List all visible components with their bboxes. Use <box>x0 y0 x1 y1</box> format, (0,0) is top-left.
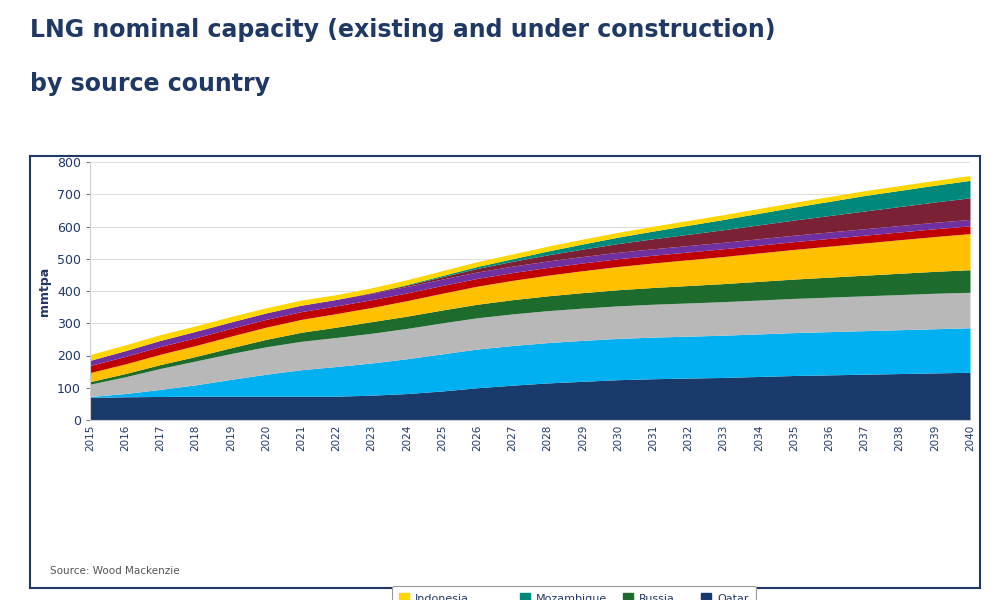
Text: LNG nominal capacity (existing and under construction): LNG nominal capacity (existing and under… <box>30 18 776 42</box>
Text: Source: Wood Mackenzie: Source: Wood Mackenzie <box>50 566 180 576</box>
Legend: Indonesia, Nigeria, Canada Western, Mozambique, Malaysia, Rest of World, Russia,: Indonesia, Nigeria, Canada Western, Moza… <box>392 586 756 600</box>
Y-axis label: mmtpa: mmtpa <box>38 266 51 316</box>
Text: by source country: by source country <box>30 72 270 96</box>
